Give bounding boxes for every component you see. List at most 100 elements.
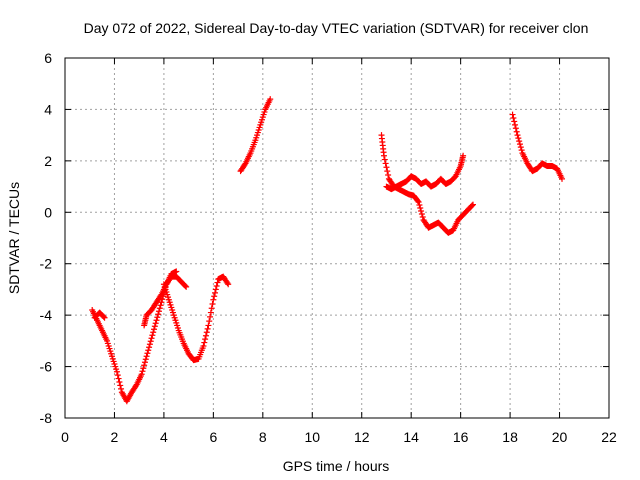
grid: [65, 58, 609, 418]
data-point: [415, 199, 422, 205]
data-point-interp: [201, 339, 208, 346]
data-point-interp: [116, 379, 123, 385]
data-point-interp: [100, 313, 107, 320]
y-tick-label: -8: [40, 410, 53, 426]
data-point-interp: [383, 164, 390, 171]
data-point-interp: [207, 313, 214, 320]
data-point-interp: [157, 302, 164, 309]
data-point: [210, 296, 217, 303]
data-point-interp: [518, 147, 525, 154]
data-point-interp: [154, 314, 161, 321]
data-point-interp: [151, 326, 158, 333]
axis-ticks: 0 2 4 6 8 10 12 14 16 18 20 22 -8 -6 -4 -2 0 2 4 6: [40, 50, 617, 445]
data-point: [559, 175, 566, 182]
data-point-interp: [516, 138, 523, 145]
data-point: [153, 317, 160, 324]
data-point-interp: [209, 301, 216, 307]
data-point: [460, 152, 467, 159]
data-point-interp: [512, 125, 519, 132]
y-tick-label: 6: [44, 50, 52, 66]
data-point: [205, 322, 212, 329]
data-point-interp: [141, 362, 148, 369]
x-tick-label: 8: [259, 429, 267, 445]
x-tick-label: 12: [354, 429, 370, 445]
data-point-interp: [418, 208, 425, 214]
data-point-interp: [155, 308, 162, 315]
data-point-interp: [141, 359, 148, 366]
y-tick-label: -4: [40, 307, 53, 323]
data-point-interp: [385, 172, 392, 178]
plot-frame: [64, 57, 610, 419]
data-point: [143, 353, 150, 360]
data-point-interp: [517, 144, 524, 151]
data-point-interp: [202, 336, 209, 343]
data-point-interp: [114, 372, 121, 379]
data-point-interp: [206, 318, 213, 325]
data-point-interp: [513, 128, 520, 135]
data-point-interp: [416, 202, 423, 208]
data-point-interp: [512, 121, 519, 128]
data-point-interp: [182, 283, 189, 289]
x-tick-label: 20: [552, 429, 568, 445]
y-tick-label: 2: [44, 153, 52, 169]
x-tick-label: 18: [502, 429, 518, 445]
data-points: [89, 96, 566, 405]
data-point: [380, 152, 387, 159]
data-point-interp: [144, 350, 151, 357]
data-point-interp: [212, 286, 219, 293]
data-point-interp: [214, 279, 221, 286]
data-point-interp: [155, 311, 162, 318]
data-point-interp: [145, 347, 152, 354]
data-point-interp: [417, 205, 424, 211]
data-point-interp: [510, 115, 517, 121]
x-tick-label: 22: [601, 429, 617, 445]
x-tick-label: 2: [111, 429, 119, 445]
y-tick-label: 4: [44, 101, 52, 117]
y-tick-label: -2: [40, 256, 53, 272]
x-tick-label: 4: [160, 429, 168, 445]
x-tick-label: 6: [209, 429, 217, 445]
data-point-interp: [419, 214, 426, 220]
data-point-interp: [381, 156, 388, 163]
data-point-interp: [469, 202, 476, 209]
data-point-interp: [203, 329, 210, 336]
data-point-interp: [156, 305, 163, 312]
data-point-interp: [149, 332, 156, 339]
data-point-interp: [150, 329, 157, 336]
data-point: [183, 283, 190, 290]
data-point-interp: [211, 293, 218, 300]
data-point-interp: [139, 368, 146, 375]
data-point-interp: [204, 325, 211, 332]
data-point-interp: [515, 135, 522, 142]
data-point-interp: [208, 305, 215, 312]
data-point-interp: [115, 375, 122, 382]
data-point-interp: [414, 197, 421, 204]
x-tick-label: 0: [61, 429, 69, 445]
data-point-interp: [207, 309, 214, 316]
x-tick-label: 14: [403, 429, 419, 445]
y-tick-label: 0: [44, 204, 52, 220]
data-point-interp: [224, 280, 231, 286]
data-point-interp: [147, 338, 154, 345]
data-point: [200, 343, 207, 349]
data-point: [470, 201, 476, 208]
data-point-interp: [202, 332, 209, 339]
data-point-interp: [140, 365, 147, 372]
data-point-interp: [516, 141, 523, 148]
data-point: [225, 281, 232, 288]
data-point: [509, 111, 516, 118]
data-point-interp: [146, 344, 153, 351]
data-point-interp: [418, 211, 425, 217]
data-point-interp: [152, 320, 159, 327]
data-point: [138, 371, 145, 378]
data-point-interp: [213, 283, 220, 289]
data-point-interp: [146, 341, 153, 348]
y-axis-label: SDTVAR / TECUs: [6, 182, 22, 294]
data-point-interp: [511, 118, 518, 125]
data-point: [514, 132, 521, 139]
x-axis-label: GPS time / hours: [283, 458, 390, 474]
data-point: [173, 268, 180, 275]
data-point: [148, 335, 155, 342]
data-point-interp: [117, 382, 124, 389]
